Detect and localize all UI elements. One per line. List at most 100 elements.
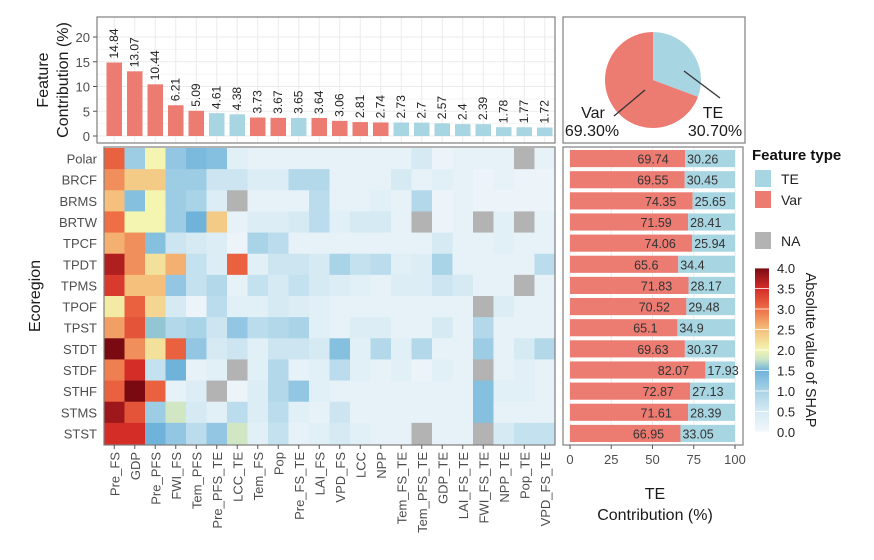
heatmap-cell	[288, 317, 310, 339]
heatmap-cell	[452, 169, 474, 191]
column-label: VPD_FS	[333, 452, 348, 503]
heatmap-cell	[145, 232, 166, 255]
heatmap-cell	[329, 274, 351, 297]
heatmap-cell	[124, 232, 146, 255]
bar-Pre_PFS	[147, 84, 163, 136]
row-label: TPOF	[62, 300, 97, 315]
heatmap-cell	[124, 190, 146, 212]
heatmap-cell	[268, 211, 289, 234]
heatmap-cell	[473, 211, 494, 234]
legend-label: TE	[781, 171, 799, 187]
heatmap-cell	[124, 296, 146, 318]
column-label: FWI_FS_TE	[476, 452, 491, 524]
heatmap-cell	[165, 317, 187, 339]
stacked-bar-var	[570, 340, 685, 358]
bar-data-label: 6.21	[169, 78, 183, 102]
heatmap-cell	[493, 169, 515, 191]
heatmap-cell	[227, 296, 248, 318]
heatmap-cell	[370, 211, 392, 234]
heatmap-y-axis-title: Ecoregion	[27, 260, 44, 332]
x-tick-label: 100	[724, 452, 746, 467]
heatmap-cell	[391, 253, 412, 276]
stacked-bar-te	[684, 171, 735, 189]
heatmap-cell	[411, 317, 433, 339]
heatmap-cell	[165, 296, 187, 318]
heatmap-cell	[268, 190, 289, 212]
stacked-bar-te-label: 25.65	[695, 195, 726, 209]
stacked-bar-var	[570, 276, 689, 294]
row-label: TPCF	[63, 236, 97, 251]
heatmap-cell	[186, 148, 207, 170]
heatmap-cell	[514, 422, 535, 445]
bar-data-label: 2.7	[415, 102, 429, 119]
heatmap-cell	[391, 422, 412, 445]
heatmap-cell	[247, 422, 269, 445]
stacked-bar-var-label: 65.1	[633, 322, 657, 336]
heatmap-cell	[186, 211, 207, 234]
row-label: STDF	[63, 363, 97, 378]
bar-data-label: 3.64	[312, 90, 326, 114]
bar-data-label: 2.73	[394, 95, 408, 119]
heatmap-cell	[268, 296, 289, 318]
heatmap-cell	[206, 338, 228, 360]
heatmap-cell	[350, 274, 371, 297]
colorbar-tick-label: 0.0	[777, 425, 795, 440]
stacked-bar-var-label: 69.63	[637, 343, 668, 357]
heatmap-cell	[288, 359, 310, 382]
heatmap-cell	[452, 401, 474, 424]
heatmap-cell	[350, 169, 371, 191]
heatmap-cell	[350, 317, 371, 339]
heatmap-cell	[473, 422, 494, 445]
bar-Tem_FS_TE	[393, 122, 409, 136]
heatmap-cell	[452, 211, 474, 234]
heatmap-cell	[165, 274, 187, 297]
heatmap-cell	[411, 253, 433, 276]
heatmap-cell	[104, 338, 125, 360]
heatmap-cell	[104, 380, 125, 403]
shap-heatmap: Polar BRCF BRMS BRTW TPCF TPDT TPMS TPOF TPST STD…	[27, 146, 556, 533]
stacked-bar-var	[570, 213, 689, 231]
heatmap-cell	[206, 274, 228, 297]
heatmap-cell	[247, 317, 269, 339]
heatmap-cell	[309, 169, 330, 191]
x-tick-label: 75	[687, 452, 701, 467]
stacked-bar-var-label: 69.74	[637, 153, 668, 167]
heatmap-cell	[247, 401, 269, 424]
stacked-bar-var-label: 74.06	[645, 237, 676, 251]
heatmap-cell	[452, 253, 474, 276]
heatmap-cell	[452, 190, 474, 212]
heatmap-cell	[268, 253, 289, 276]
heatmap-cell	[186, 190, 207, 212]
column-label: Pop_TE	[517, 452, 532, 499]
stacked-bar-var-label: 72.87	[643, 385, 674, 399]
column-label: Tem_FS_TE	[394, 452, 409, 525]
heatmap-cell	[124, 380, 146, 403]
heatmap-cell	[370, 296, 392, 318]
legend-title: Feature type	[752, 147, 841, 164]
heatmap-cell	[514, 169, 535, 191]
heatmap-cell	[350, 338, 371, 360]
heatmap-cell	[329, 148, 351, 170]
stacked-bar-var	[570, 298, 687, 316]
heatmap-cell	[165, 338, 187, 360]
heatmap-cell	[514, 253, 535, 276]
heatmap-cell	[534, 338, 556, 360]
heatmap-cell	[268, 401, 289, 424]
heatmap-cell	[124, 338, 146, 360]
bar-Tem_PFS_TE	[414, 122, 430, 136]
heatmap-cell	[493, 253, 515, 276]
stacked-bar-te	[685, 150, 735, 168]
heatmap-cell	[227, 359, 248, 382]
heatmap-cell	[432, 401, 453, 424]
colorbar-tick-label: 2.5	[777, 323, 795, 338]
heatmap-cell	[124, 274, 146, 297]
heatmap-cell	[391, 338, 412, 360]
heatmap-cell	[104, 232, 125, 255]
heatmap-cell	[391, 169, 412, 191]
heatmap-cell	[288, 169, 310, 191]
row-label: STHF	[63, 384, 97, 399]
heatmap-cell	[411, 296, 433, 318]
bar-FWI_FS	[168, 105, 184, 136]
heatmap-cell	[288, 148, 310, 170]
heatmap-cell	[145, 401, 166, 424]
